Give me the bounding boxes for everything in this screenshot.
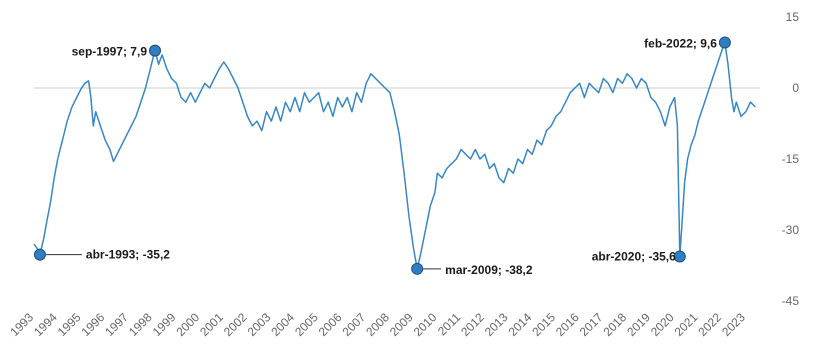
x-tick-label: 2020 [648, 310, 677, 339]
y-tick-label: -15 [782, 152, 800, 166]
x-tick-label: 2021 [672, 310, 701, 339]
x-tick-label: 2017 [577, 310, 606, 339]
x-tick-label: 2003 [245, 310, 274, 339]
x-tick-label: 1999 [150, 310, 179, 339]
x-tick-label: 2013 [482, 310, 511, 339]
x-tick-label: 2022 [695, 310, 724, 339]
x-tick-label: 1993 [7, 310, 36, 339]
x-tick-label: 2002 [221, 310, 250, 339]
annotation-label: sep-1997; 7,9 [72, 45, 148, 59]
x-tick-label: 1998 [126, 310, 155, 339]
x-tick-label: 2014 [506, 310, 535, 339]
x-tick-label: 2004 [268, 310, 297, 339]
x-tick-label: 2019 [624, 310, 653, 339]
y-tick-label: 0 [792, 81, 799, 95]
x-tick-label: 2012 [458, 310, 487, 339]
x-tick-label: 1997 [102, 310, 131, 339]
x-tick-label: 2016 [553, 310, 582, 339]
x-tick-label: 2011 [435, 310, 463, 338]
x-tick-label: 1995 [55, 310, 84, 339]
annotation-label: abr-1993; -35,2 [86, 248, 170, 262]
x-tick-label: 2000 [173, 310, 202, 339]
y-tick-label: 15 [786, 10, 800, 24]
y-axis-ticks: 15 0 -15 -30 -45 [782, 10, 800, 308]
x-tick-label: 2015 [529, 310, 558, 339]
annotations: abr-1993; -35,2 sep-1997; 7,9 mar-2009; -3… [33, 36, 731, 277]
x-tick-label: 2018 [600, 310, 629, 339]
x-tick-label: 2008 [363, 310, 392, 339]
annotation-marker [149, 44, 161, 57]
series-line [33, 41, 756, 270]
annotation-label: feb-2022; 9,6 [644, 37, 717, 51]
x-tick-label: 2007 [339, 310, 368, 339]
x-tick-label: 2006 [316, 310, 345, 339]
x-tick-label: 1994 [31, 310, 60, 339]
annotation-marker [673, 250, 686, 263]
y-tick-label: -30 [782, 223, 800, 237]
x-axis-ticks: 1993199419951996199719981999200020012002… [7, 310, 748, 339]
x-tick-label: 2010 [411, 310, 440, 339]
x-tick-label: 2005 [292, 310, 321, 339]
annotation-marker [718, 36, 731, 49]
annotation-marker [411, 262, 424, 275]
x-tick-label: 2009 [387, 310, 416, 339]
y-tick-label: -45 [782, 294, 800, 308]
x-tick-label: 2023 [719, 310, 748, 339]
x-tick-label: 1996 [79, 310, 108, 339]
annotation-marker [33, 248, 46, 261]
x-tick-label: 2001 [197, 310, 226, 339]
annotation-label: mar-2009; -38,2 [445, 263, 533, 277]
annotation-label: abr-2020; -35,6 [592, 250, 676, 264]
